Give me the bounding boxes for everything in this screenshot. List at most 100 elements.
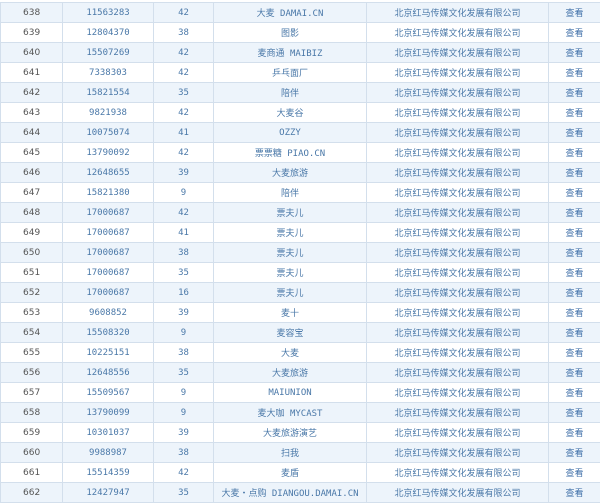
view-link[interactable]: 查看 — [549, 343, 600, 363]
trademark-name: 乒乓面厂 — [214, 63, 367, 83]
view-link[interactable]: 查看 — [549, 463, 600, 483]
class: 38 — [154, 343, 214, 363]
view-link[interactable]: 查看 — [549, 223, 600, 243]
applicant: 北京红马传媒文化发展有限公司 — [367, 23, 549, 43]
row-number: 659 — [1, 423, 63, 443]
class: 39 — [154, 303, 214, 323]
view-link[interactable]: 查看 — [549, 443, 600, 463]
row-number: 643 — [1, 103, 63, 123]
view-link[interactable]: 查看 — [549, 263, 600, 283]
view-link[interactable]: 查看 — [549, 423, 600, 443]
class: 42 — [154, 143, 214, 163]
view-link[interactable]: 查看 — [549, 43, 600, 63]
class: 9 — [154, 183, 214, 203]
row-number: 654 — [1, 323, 63, 343]
registration-number: 17000687 — [63, 223, 154, 243]
view-link[interactable]: 查看 — [549, 323, 600, 343]
view-link[interactable]: 查看 — [549, 23, 600, 43]
registration-number: 10075074 — [63, 123, 154, 143]
view-link[interactable]: 查看 — [549, 183, 600, 203]
view-link[interactable]: 查看 — [549, 103, 600, 123]
class: 42 — [154, 3, 214, 23]
registration-number: 12427947 — [63, 483, 154, 503]
class: 9 — [154, 403, 214, 423]
view-link[interactable]: 查看 — [549, 283, 600, 303]
row-number: 645 — [1, 143, 63, 163]
class: 9 — [154, 383, 214, 403]
row-number: 644 — [1, 123, 63, 143]
registration-number: 15509567 — [63, 383, 154, 403]
class: 42 — [154, 203, 214, 223]
registration-number: 13790092 — [63, 143, 154, 163]
view-link[interactable]: 查看 — [549, 243, 600, 263]
class: 42 — [154, 43, 214, 63]
trademark-name: 票夫儿 — [214, 243, 367, 263]
row-number: 651 — [1, 263, 63, 283]
view-link[interactable]: 查看 — [549, 203, 600, 223]
applicant: 北京红马传媒文化发展有限公司 — [367, 243, 549, 263]
trademark-name: 票夫儿 — [214, 263, 367, 283]
applicant: 北京红马传媒文化发展有限公司 — [367, 483, 549, 503]
row-number: 657 — [1, 383, 63, 403]
class: 35 — [154, 483, 214, 503]
registration-number: 15821554 — [63, 83, 154, 103]
class: 35 — [154, 363, 214, 383]
view-link[interactable]: 查看 — [549, 83, 600, 103]
applicant: 北京红马传媒文化发展有限公司 — [367, 63, 549, 83]
applicant: 北京红马传媒文化发展有限公司 — [367, 383, 549, 403]
applicant: 北京红马传媒文化发展有限公司 — [367, 323, 549, 343]
registration-number: 10301037 — [63, 423, 154, 443]
registration-number: 17000687 — [63, 203, 154, 223]
trademark-name: 大麦 — [214, 343, 367, 363]
view-link[interactable]: 查看 — [549, 123, 600, 143]
view-link[interactable]: 查看 — [549, 363, 600, 383]
applicant: 北京红马传媒文化发展有限公司 — [367, 403, 549, 423]
registration-number: 17000687 — [63, 243, 154, 263]
applicant: 北京红马传媒文化发展有限公司 — [367, 43, 549, 63]
applicant: 北京红马传媒文化发展有限公司 — [367, 143, 549, 163]
row-number: 648 — [1, 203, 63, 223]
registration-number: 9988987 — [63, 443, 154, 463]
view-link[interactable]: 查看 — [549, 3, 600, 23]
class: 38 — [154, 23, 214, 43]
trademark-name: 麦大咖 MYCAST — [214, 403, 367, 423]
view-link[interactable]: 查看 — [549, 163, 600, 183]
registration-number: 15508320 — [63, 323, 154, 343]
trademark-name: 图影 — [214, 23, 367, 43]
applicant: 北京红马传媒文化发展有限公司 — [367, 203, 549, 223]
row-number: 658 — [1, 403, 63, 423]
applicant: 北京红马传媒文化发展有限公司 — [367, 83, 549, 103]
registration-number: 7338303 — [63, 63, 154, 83]
row-number: 655 — [1, 343, 63, 363]
applicant: 北京红马传媒文化发展有限公司 — [367, 223, 549, 243]
view-link[interactable]: 查看 — [549, 483, 600, 503]
row-number: 656 — [1, 363, 63, 383]
view-link[interactable]: 查看 — [549, 403, 600, 423]
view-link[interactable]: 查看 — [549, 143, 600, 163]
trademark-name: 陪伴 — [214, 183, 367, 203]
view-link[interactable]: 查看 — [549, 383, 600, 403]
class: 41 — [154, 223, 214, 243]
class: 38 — [154, 243, 214, 263]
row-number: 638 — [1, 3, 63, 23]
view-link[interactable]: 查看 — [549, 63, 600, 83]
view-link[interactable]: 查看 — [549, 303, 600, 323]
trademark-name: OZZY — [214, 123, 367, 143]
registration-number: 17000687 — [63, 263, 154, 283]
row-number: 650 — [1, 243, 63, 263]
